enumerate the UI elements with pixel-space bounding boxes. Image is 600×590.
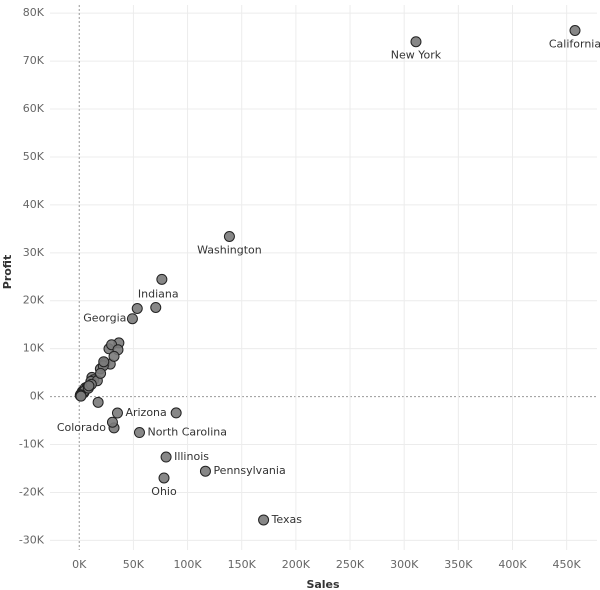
point [410,36,422,48]
point-label: North Carolina [147,426,227,439]
point [150,301,162,313]
point-label: Indiana [138,287,179,300]
point [126,313,138,325]
point [223,231,235,243]
point [95,367,107,379]
point-label: Illinois [174,450,209,463]
y-tick-label: -20K [19,485,45,498]
x-tick-label: 0K [72,558,87,571]
y-tick-label: 20K [23,294,45,307]
x-tick-label: 150K [228,558,257,571]
point [92,396,104,408]
y-tick-label: -30K [19,533,45,546]
point [569,24,581,36]
point-label: Georgia [83,312,126,325]
point [258,514,270,526]
x-tick-label: 200K [282,558,311,571]
point [111,407,123,419]
point-label: California [549,37,600,50]
y-tick-label: 80K [23,6,45,19]
y-tick-label: 50K [23,150,45,163]
point [199,465,211,477]
point-label: Arizona [125,406,166,419]
point-label: Pennsylvania [213,464,285,477]
y-tick-label: 0K [30,390,45,403]
y-tick-label: 30K [23,246,45,259]
x-tick-label: 450K [553,558,582,571]
point [75,390,87,402]
point [98,356,110,368]
x-tick-label: 300K [390,558,419,571]
y-tick-label: 40K [23,198,45,211]
point [158,472,170,484]
point [160,451,172,463]
point [106,416,118,428]
point-label: New York [391,49,442,62]
y-tick-label: -10K [19,438,45,451]
x-tick-label: 100K [173,558,202,571]
point [131,302,143,314]
point [133,427,145,439]
point-label: Texas [271,513,303,526]
x-tick-label: 400K [498,558,527,571]
point [156,273,168,285]
y-axis-title: Profit [1,255,14,289]
point [83,380,95,392]
point [108,350,120,362]
x-tick-label: 50K [123,558,145,571]
x-tick-label: 350K [444,558,473,571]
point-label: Washington [197,244,262,257]
y-tick-label: 70K [23,54,45,67]
x-tick-label: 250K [336,558,365,571]
point-label: Colorado [57,421,106,434]
y-tick-label: 60K [23,102,45,115]
y-tick-label: 10K [23,342,45,355]
x-axis-title: Sales [306,578,340,590]
point-label: Ohio [151,485,177,498]
point [170,407,182,419]
